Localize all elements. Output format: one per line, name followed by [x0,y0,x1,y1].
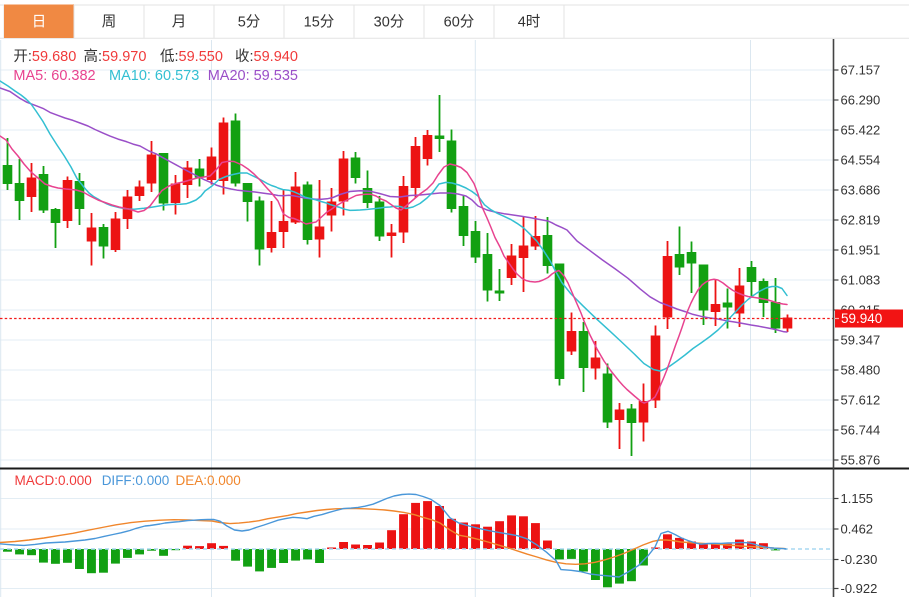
svg-text:低:59.550: 低:59.550 [160,48,223,65]
svg-text:MA10: 60.573: MA10: 60.573 [109,68,199,84]
svg-text:66.290: 66.290 [841,93,881,108]
svg-text:DEA:0.000: DEA:0.000 [176,473,241,488]
svg-text:61.951: 61.951 [841,243,881,258]
svg-text:0.462: 0.462 [841,522,874,537]
svg-text:5分: 5分 [238,14,261,31]
svg-text:65.422: 65.422 [841,123,881,138]
svg-text:60分: 60分 [444,14,475,31]
svg-text:1.155: 1.155 [841,491,874,506]
svg-text:DIFF:0.000: DIFF:0.000 [102,473,170,488]
svg-text:64.554: 64.554 [841,153,881,168]
svg-text:30分: 30分 [374,14,405,31]
svg-text:61.083: 61.083 [841,273,881,288]
svg-text:57.612: 57.612 [841,393,881,408]
svg-text:59.940: 59.940 [841,311,882,326]
svg-text:59.347: 59.347 [841,333,881,348]
svg-text:MA5: 60.382: MA5: 60.382 [13,68,95,84]
svg-text:-0.922: -0.922 [841,581,878,596]
svg-text:4时: 4时 [518,14,541,31]
svg-text:MA20: 59.535: MA20: 59.535 [208,68,298,84]
svg-text:高:59.970: 高:59.970 [84,48,147,65]
svg-text:开:59.680: 开:59.680 [13,49,76,65]
svg-text:月: 月 [172,15,187,31]
svg-text:15分: 15分 [304,14,335,31]
svg-text:周: 周 [102,15,117,31]
svg-text:MACD:0.000: MACD:0.000 [15,473,92,488]
svg-text:67.157: 67.157 [841,63,881,78]
svg-text:58.480: 58.480 [841,363,881,378]
svg-text:-0.230: -0.230 [841,552,878,567]
svg-text:63.686: 63.686 [841,183,881,198]
svg-text:55.876: 55.876 [841,453,881,468]
svg-text:日: 日 [32,15,47,31]
svg-text:收:59.940: 收:59.940 [235,48,298,65]
svg-text:62.819: 62.819 [841,213,881,228]
svg-text:56.744: 56.744 [841,423,881,438]
